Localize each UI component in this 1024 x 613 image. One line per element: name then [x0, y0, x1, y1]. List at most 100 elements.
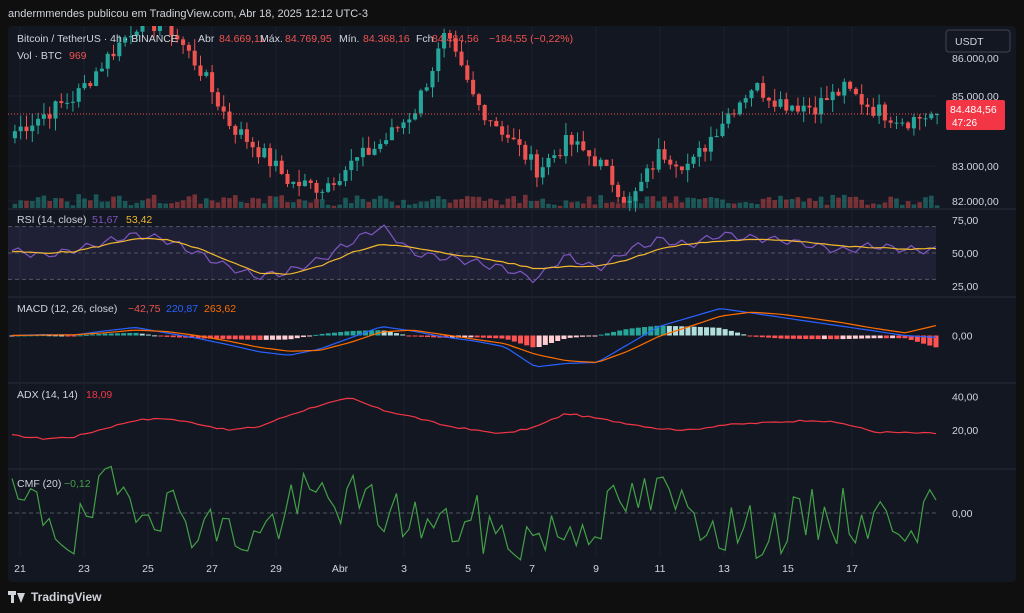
volume-bar [308, 202, 314, 208]
macd-histogram-bar [511, 335, 517, 342]
candle-body [703, 147, 708, 152]
macd-histogram-bar [102, 333, 108, 336]
macd-histogram-bar [933, 335, 939, 348]
macd-histogram-bar [400, 334, 406, 336]
macd-histogram-bar [623, 329, 629, 336]
volume-bar [29, 201, 35, 208]
volume-bar [337, 204, 343, 208]
candle-body [424, 87, 429, 91]
macd-histogram-bar [611, 331, 617, 336]
candle-body [476, 94, 481, 106]
candle-body [807, 105, 812, 108]
macd-histogram-bar [778, 335, 784, 339]
candle-body [343, 170, 348, 182]
price-tick-label-partial: 86.000,00 [952, 53, 999, 65]
candle-body [587, 150, 592, 157]
candle-body [691, 156, 696, 164]
volume-bar [917, 202, 923, 208]
volume-bar [575, 201, 580, 208]
macd-histogram-bar [369, 330, 375, 336]
candle-body [268, 148, 273, 167]
candle-body [152, 26, 157, 31]
candle-body [76, 88, 81, 102]
macd-histogram-bar [449, 335, 455, 338]
time-tick-label: 3 [401, 563, 407, 575]
macd-histogram-bar [152, 335, 158, 337]
volume-bar [256, 198, 261, 208]
currency-button[interactable] [945, 29, 1011, 53]
candle-body [778, 99, 783, 107]
volume-bar [24, 200, 29, 208]
low-value: 84.368,16 [363, 33, 410, 45]
volume-bar [441, 199, 447, 208]
volume-bar [725, 203, 731, 208]
macd-histogram-bar [530, 335, 536, 348]
macd-histogram-bar [468, 335, 474, 338]
macd-histogram-bar [127, 332, 133, 336]
macd-histogram-bar [46, 335, 52, 337]
candle-body [447, 33, 452, 39]
candle-body [853, 88, 858, 95]
volume-bar [53, 197, 58, 208]
volume-bar [783, 199, 789, 208]
volume-bar [876, 204, 882, 208]
chart-canvas[interactable]: 85.000,00 83.000,00 82.000,00 86.000,00 75,0… [8, 26, 1016, 582]
volume-bar [598, 195, 604, 208]
candle-body [314, 183, 319, 193]
volume-bar [580, 203, 586, 208]
volume-bar [261, 203, 267, 208]
candle-body [540, 167, 545, 178]
candle-body [790, 105, 795, 111]
publisher-text: andermmendes publicou em TradingView.com… [8, 8, 368, 20]
candle-body [836, 91, 841, 96]
candle-body [418, 90, 423, 114]
volume-bar [174, 201, 180, 208]
volume-bar [754, 204, 760, 208]
candle-body [215, 92, 220, 107]
close-label: Fch [416, 33, 434, 45]
candle-body [244, 129, 249, 142]
volume-bar [720, 199, 725, 208]
macd-title: MACD (12, 26, close) [17, 303, 117, 315]
volume-bar [847, 197, 853, 208]
candle-body [12, 131, 17, 139]
macd-histogram-bar [114, 333, 120, 336]
volume-bar [824, 204, 830, 208]
last-price-value: 84.484,56 [950, 104, 997, 116]
candle-body [65, 102, 70, 104]
volume-bar [818, 196, 824, 208]
candle-body [250, 141, 255, 148]
candle-body [186, 44, 191, 51]
macd-histogram-bar [257, 335, 263, 340]
macd-histogram-bar [747, 335, 753, 337]
open-label: Abr [198, 33, 215, 45]
candle-body [47, 114, 52, 119]
candle-body [795, 105, 800, 112]
candle-body [227, 111, 232, 126]
macd-histogram-bar [325, 333, 331, 336]
macd-histogram-bar [300, 335, 306, 338]
rsi-ma-value: 53,42 [126, 214, 152, 226]
close-value: 84.484,56 [432, 33, 479, 45]
macd-histogram-bar [288, 335, 294, 340]
volume-bar [830, 194, 836, 208]
macd-histogram-bar [338, 332, 344, 336]
candle-body [534, 154, 539, 178]
volume-bar [540, 198, 546, 208]
volume-bar [366, 201, 372, 208]
candle-body [906, 122, 911, 129]
volume-bar [812, 201, 818, 208]
candle-body [471, 79, 476, 95]
tradingview-logo[interactable]: TradingView [8, 590, 101, 604]
volume-bar [488, 198, 493, 208]
macd-histogram-bar [307, 335, 313, 337]
candle-body [24, 126, 29, 132]
macd-histogram-bar [908, 335, 914, 340]
candle-body [761, 83, 766, 98]
volume-bar [749, 203, 754, 208]
volume-bar [517, 202, 522, 208]
currency-button-label[interactable]: USDT [955, 36, 984, 48]
volume-bar [853, 196, 859, 208]
macd-histogram-bar [586, 335, 592, 337]
chart-svg[interactable]: 85.000,0083.000,0082.000,0086.000,0075,0… [8, 26, 1016, 582]
